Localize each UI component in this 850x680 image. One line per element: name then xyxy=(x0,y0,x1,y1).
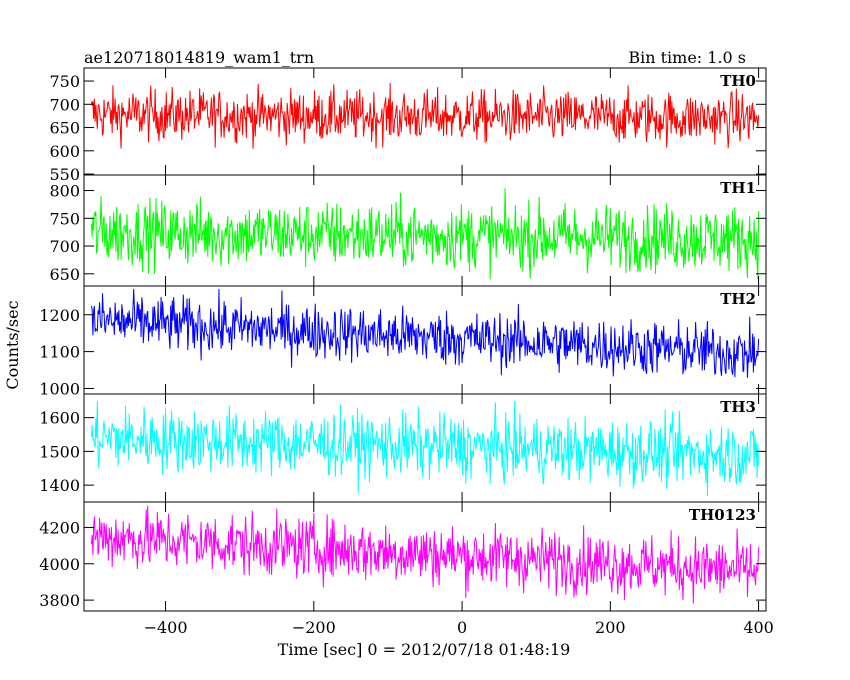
y-tick-label: 650 xyxy=(49,119,80,138)
series-line-th2 xyxy=(90,288,760,378)
bin-time-label: Bin time: 1.0 s xyxy=(628,48,746,67)
panels-group: 550 600 650 700 750 TH0 650 700 750 800 TH1 1000 110… xyxy=(39,67,767,612)
series-line-th0 xyxy=(90,83,760,149)
y-tick-label: 700 xyxy=(49,237,80,256)
y-tick-label: 1600 xyxy=(39,409,80,428)
y-tick-label: 1400 xyxy=(39,476,80,495)
y-tick-label: 700 xyxy=(49,95,80,114)
series-label-th0: TH0 xyxy=(720,72,756,90)
chart-title: ae120718014819_wam1_trn xyxy=(84,48,314,67)
panel-th0: 550 600 650 700 750 TH0 xyxy=(49,67,767,184)
y-tick-label: 1100 xyxy=(39,343,80,362)
y-tick-label: 550 xyxy=(49,165,80,184)
panel-th2: 1000 1100 1200 TH2 xyxy=(39,285,767,398)
series-label-th0123: TH0123 xyxy=(689,506,756,524)
series-line-th3 xyxy=(90,400,760,497)
y-tick-label: 600 xyxy=(49,142,80,161)
series-line-th0123 xyxy=(90,505,760,604)
x-axis: −400 −200 0 200 400 xyxy=(144,618,774,637)
x-tick-label: 400 xyxy=(743,618,774,637)
panel-th0123: 3800 4000 4200 TH0123 xyxy=(39,501,767,612)
panel-th3: 1400 1500 1600 TH3 xyxy=(39,393,767,503)
series-label-th1: TH1 xyxy=(720,179,756,197)
y-tick-label: 1000 xyxy=(39,379,80,398)
x-tick-label: 200 xyxy=(595,618,626,637)
y-tick-label: 4000 xyxy=(39,555,80,574)
x-tick-label: −200 xyxy=(292,618,336,637)
series-line-th1 xyxy=(90,188,760,280)
y-tick-label: 650 xyxy=(49,265,80,284)
x-tick-label: −400 xyxy=(144,618,188,637)
x-axis-label: Time [sec] 0 = 2012/07/18 01:48:19 xyxy=(278,640,571,659)
y-tick-label: 750 xyxy=(49,209,80,228)
y-tick-label: 800 xyxy=(49,182,80,201)
series-label-th3: TH3 xyxy=(720,398,756,416)
y-tick-label: 750 xyxy=(49,72,80,91)
series-label-th2: TH2 xyxy=(720,290,756,308)
y-tick-label: 3800 xyxy=(39,591,80,610)
y-tick-label: 1200 xyxy=(39,306,80,325)
panel-frame-th0123 xyxy=(83,501,767,612)
y-tick-label: 1500 xyxy=(39,442,80,461)
x-tick-label: 0 xyxy=(457,618,467,637)
panel-th1: 650 700 750 800 TH1 xyxy=(49,174,767,287)
y-axis-label: Counts/sec xyxy=(3,300,22,389)
y-tick-label: 4200 xyxy=(39,518,80,537)
